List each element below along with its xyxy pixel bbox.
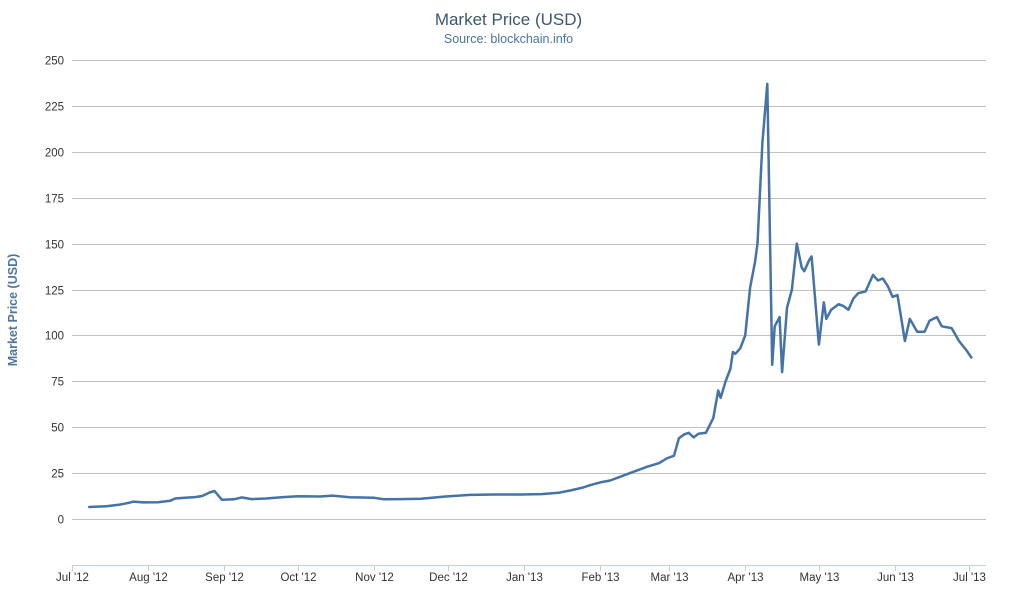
x-tick-label: Dec '12 [429, 572, 468, 584]
y-tick-label: 225 [45, 102, 64, 114]
y-tick-label: 250 [45, 56, 64, 68]
y-tick-label: 175 [45, 194, 64, 206]
x-tick-label: Feb '13 [582, 572, 620, 584]
y-tick-label: 150 [45, 240, 64, 252]
x-tick-label: Apr '13 [727, 572, 763, 584]
y-tick-label: 75 [51, 377, 64, 389]
y-tick-label: 25 [51, 469, 64, 481]
chart-subtitle: Source: blockchain.info [443, 32, 574, 46]
y-tick-label: 125 [45, 286, 64, 298]
chart-title: Market Price (USD) [434, 10, 583, 29]
y-tick-label: 0 [58, 515, 64, 527]
x-tick-label: Oct '12 [280, 572, 316, 584]
x-tick-label: Jul '12 [56, 572, 89, 584]
x-tick-label: Sep '12 [205, 572, 244, 584]
x-tick-label: Jun '13 [877, 572, 914, 584]
y-tick-label: 200 [45, 148, 64, 160]
y-tick-label: 50 [51, 423, 64, 435]
price-series-line [87, 82, 973, 509]
x-tick-label: Jul '13 [953, 572, 986, 584]
x-tick-label: Nov '12 [355, 572, 394, 584]
y-tick-label: 100 [45, 331, 64, 343]
x-tick-label: Aug '12 [129, 572, 168, 584]
x-tick-label: Jan '13 [506, 572, 543, 584]
x-tick-label: Mar '13 [651, 572, 689, 584]
x-tick-label: May '13 [800, 572, 840, 584]
